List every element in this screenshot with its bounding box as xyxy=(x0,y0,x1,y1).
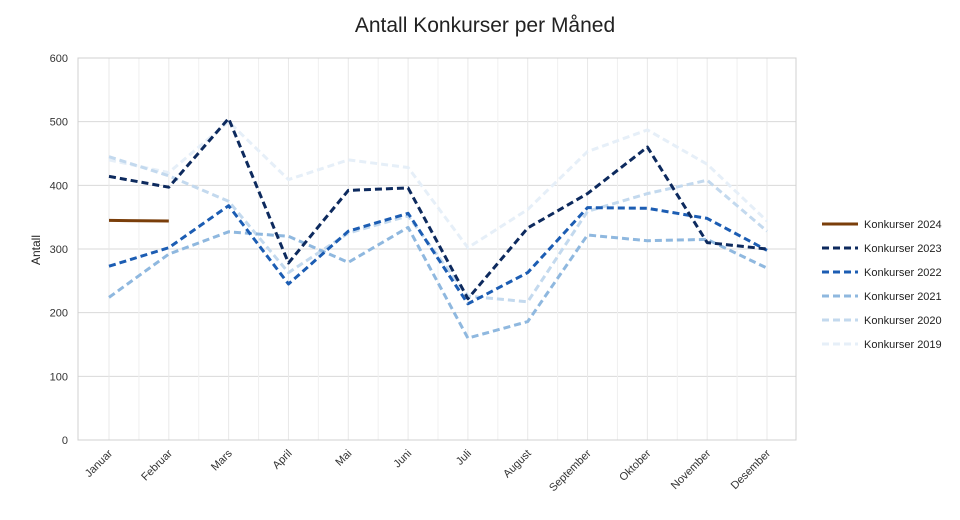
x-tick-label: Oktober xyxy=(617,447,653,483)
legend-label: Konkurser 2023 xyxy=(864,243,942,255)
y-axis-ticks: 0 100 200 300 400 500 600 xyxy=(50,53,68,447)
y-tick-label: 500 xyxy=(50,117,68,129)
y-tick-label: 0 xyxy=(62,435,68,447)
series-line-konkurser-2020 xyxy=(108,155,768,304)
legend-label: Konkurser 2022 xyxy=(864,267,942,279)
x-axis-ticks: Januar Februar Mars April Mai Juni Juli August S… xyxy=(83,447,774,494)
x-tick-label: Juli xyxy=(454,448,474,468)
y-tick-label: 600 xyxy=(50,53,68,65)
y-axis-label: Antall xyxy=(29,235,43,265)
x-tick-label: Mai xyxy=(333,448,354,469)
legend-label: Konkurser 2021 xyxy=(864,291,942,303)
series-lines xyxy=(108,117,769,340)
series-line-konkurser-2022 xyxy=(108,204,768,306)
legend-label: Konkurser 2024 xyxy=(864,219,942,231)
plot-border xyxy=(77,57,797,441)
legend-label: Konkurser 2020 xyxy=(864,315,942,327)
x-tick-label: September xyxy=(547,447,594,494)
x-tick-label: August xyxy=(501,448,534,481)
x-tick-label: Februar xyxy=(139,447,175,483)
x-tick-label: Mars xyxy=(209,447,235,473)
legend: Konkurser 2024 Konkurser 2023 Konkurser 20… xyxy=(822,219,942,351)
x-tick-label: April xyxy=(271,448,295,472)
x-tick-label: Juni xyxy=(391,448,414,471)
y-tick-label: 300 xyxy=(50,244,68,256)
y-tick-label: 100 xyxy=(50,371,68,383)
series-line-konkurser-2024 xyxy=(108,218,169,223)
x-tick-label: November xyxy=(669,447,714,492)
series-line-konkurser-2023 xyxy=(108,117,768,301)
y-tick-label: 400 xyxy=(50,180,68,192)
x-tick-label: Desember xyxy=(729,447,774,492)
x-tick-label: Januar xyxy=(83,447,116,480)
series-line-konkurser-2021 xyxy=(108,225,768,340)
legend-label: Konkurser 2019 xyxy=(864,339,942,351)
chart-title: Antall Konkurser per Måned xyxy=(355,14,615,37)
y-tick-label: 200 xyxy=(50,308,68,320)
